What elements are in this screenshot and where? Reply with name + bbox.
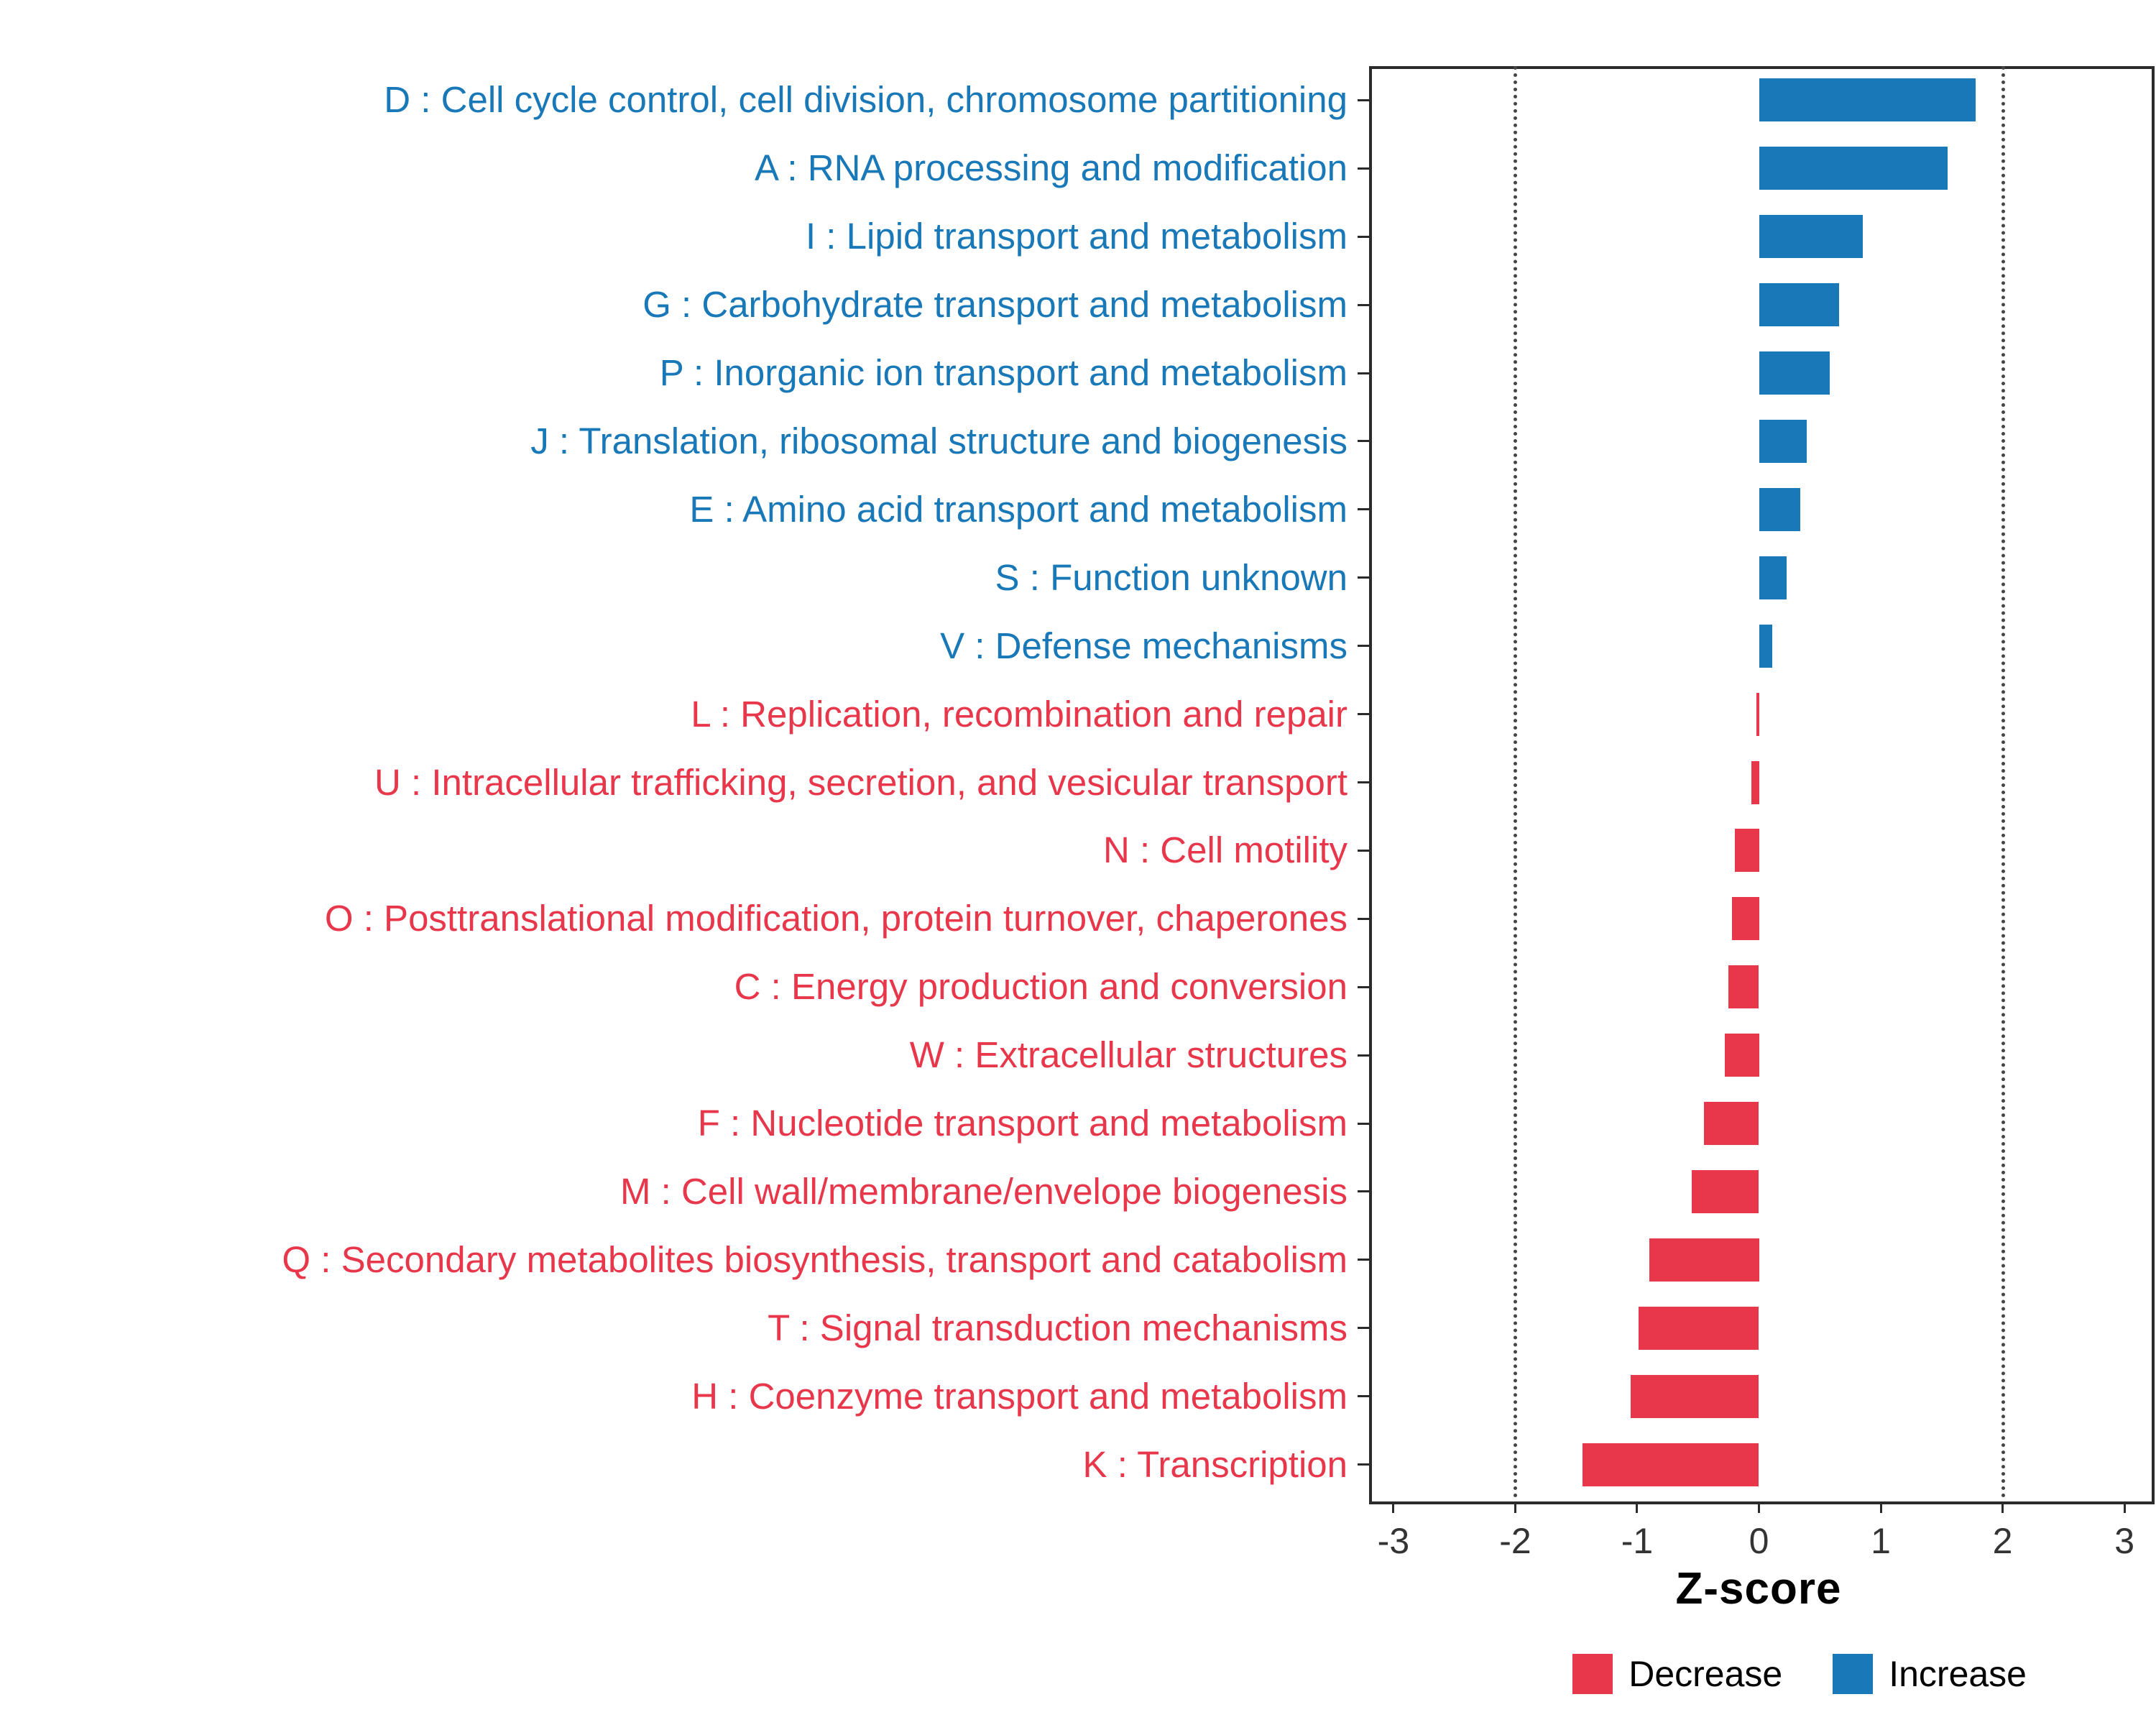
bar-N <box>1734 829 1759 873</box>
bar-I <box>1759 215 1863 259</box>
category-label-O: O : Posttranslational modification, prot… <box>324 898 1348 939</box>
increase-color-swatch <box>1833 1654 1874 1694</box>
reference-gridline <box>1514 66 1518 1499</box>
y-tick-mark <box>1358 576 1369 579</box>
category-label-P: P : Inorganic ion transport and metaboli… <box>659 352 1348 394</box>
y-tick-mark <box>1358 1122 1369 1125</box>
category-label-J: J : Translation, ribosomal structure and… <box>530 420 1348 461</box>
bar-F <box>1704 1102 1759 1146</box>
bar-K <box>1582 1443 1759 1486</box>
bar-U <box>1751 760 1759 804</box>
x-axis-title: Z-score <box>1675 1564 1842 1614</box>
y-tick-mark <box>1358 372 1369 374</box>
bar-O <box>1732 897 1759 941</box>
category-label-U: U : Intracellular trafficking, secretion… <box>374 761 1348 803</box>
x-tick-label: -1 <box>1621 1521 1654 1561</box>
x-tick-mark <box>1392 1501 1395 1513</box>
category-label-E: E : Amino acid transport and metabolism <box>689 488 1348 530</box>
y-tick-mark <box>1358 917 1369 920</box>
bar-P <box>1759 351 1830 395</box>
y-tick-mark <box>1358 1054 1369 1057</box>
bar-C <box>1728 965 1759 1009</box>
x-tick-label: -2 <box>1499 1521 1531 1561</box>
bar-M <box>1692 1169 1759 1213</box>
y-tick-mark <box>1358 98 1369 101</box>
x-tick-label: 2 <box>1992 1521 2013 1561</box>
y-tick-mark <box>1358 713 1369 716</box>
bar-A <box>1759 147 1948 190</box>
x-tick-mark <box>2123 1501 2126 1513</box>
x-tick-mark <box>1879 1501 1882 1513</box>
category-label-W: W : Extracellular structures <box>909 1034 1348 1076</box>
category-label-L: L : Replication, recombination and repai… <box>691 693 1348 735</box>
x-tick-label: 0 <box>1749 1521 1769 1561</box>
y-tick-mark <box>1358 1259 1369 1261</box>
category-label-V: V : Defense mechanisms <box>940 625 1348 666</box>
category-label-I: I : Lipid transport and metabolism <box>805 216 1348 257</box>
bar-J <box>1759 419 1807 463</box>
bar-E <box>1759 487 1801 531</box>
category-label-H: H : Coenzyme transport and metabolism <box>691 1375 1348 1417</box>
bar-H <box>1631 1374 1759 1418</box>
category-label-T: T : Signal transduction mechanisms <box>768 1307 1348 1348</box>
decrease-color-swatch <box>1572 1654 1613 1694</box>
bar-W <box>1725 1034 1759 1077</box>
y-tick-mark <box>1358 1190 1369 1193</box>
bar-V <box>1759 624 1773 668</box>
bar-T <box>1638 1306 1759 1350</box>
x-tick-mark <box>1758 1501 1760 1513</box>
y-tick-mark <box>1358 781 1369 783</box>
y-tick-mark <box>1358 303 1369 306</box>
plot-panel <box>1369 66 2155 1504</box>
bar-Q <box>1649 1238 1759 1282</box>
category-label-D: D : Cell cycle control, cell division, c… <box>384 79 1348 121</box>
x-tick-label: 3 <box>2114 1521 2134 1561</box>
y-tick-mark <box>1358 1395 1369 1398</box>
y-tick-mark <box>1358 1463 1369 1466</box>
y-tick-mark <box>1358 235 1369 238</box>
category-label-N: N : Cell motility <box>1102 829 1348 871</box>
y-tick-mark <box>1358 645 1369 648</box>
bar-L <box>1756 692 1759 736</box>
bar-G <box>1759 283 1840 327</box>
category-label-K: K : Transcription <box>1082 1443 1348 1485</box>
legend-label-decrease: Decrease <box>1628 1654 1783 1694</box>
legend-item-increase: Increase <box>1833 1653 2027 1695</box>
y-tick-mark <box>1358 985 1369 988</box>
category-label-G: G : Carbohydrate transport and metabolis… <box>642 284 1348 326</box>
y-tick-mark <box>1358 849 1369 852</box>
legend-label-increase: Increase <box>1889 1654 2027 1694</box>
bar-S <box>1759 556 1787 599</box>
x-tick-label: -3 <box>1377 1521 1410 1561</box>
category-label-A: A : RNA processing and modification <box>755 147 1348 189</box>
y-tick-mark <box>1358 167 1369 170</box>
y-tick-mark <box>1358 440 1369 443</box>
legend: Decrease Increase <box>1572 1653 2027 1695</box>
category-label-Q: Q : Secondary metabolites biosynthesis, … <box>282 1238 1348 1280</box>
bar-D <box>1759 78 1976 122</box>
category-label-C: C : Energy production and conversion <box>734 966 1348 1008</box>
category-label-S: S : Function unknown <box>995 556 1348 598</box>
x-tick-mark <box>1636 1501 1639 1513</box>
x-tick-label: 1 <box>1871 1521 1891 1561</box>
x-tick-mark <box>2001 1501 2004 1513</box>
y-tick-mark <box>1358 1327 1369 1330</box>
x-tick-mark <box>1514 1501 1516 1513</box>
y-tick-mark <box>1358 508 1369 511</box>
category-label-M: M : Cell wall/membrane/envelope biogenes… <box>619 1170 1348 1212</box>
reference-gridline <box>2001 66 2005 1499</box>
legend-item-decrease: Decrease <box>1572 1653 1782 1695</box>
category-label-F: F : Nucleotide transport and metabolism <box>697 1102 1348 1144</box>
